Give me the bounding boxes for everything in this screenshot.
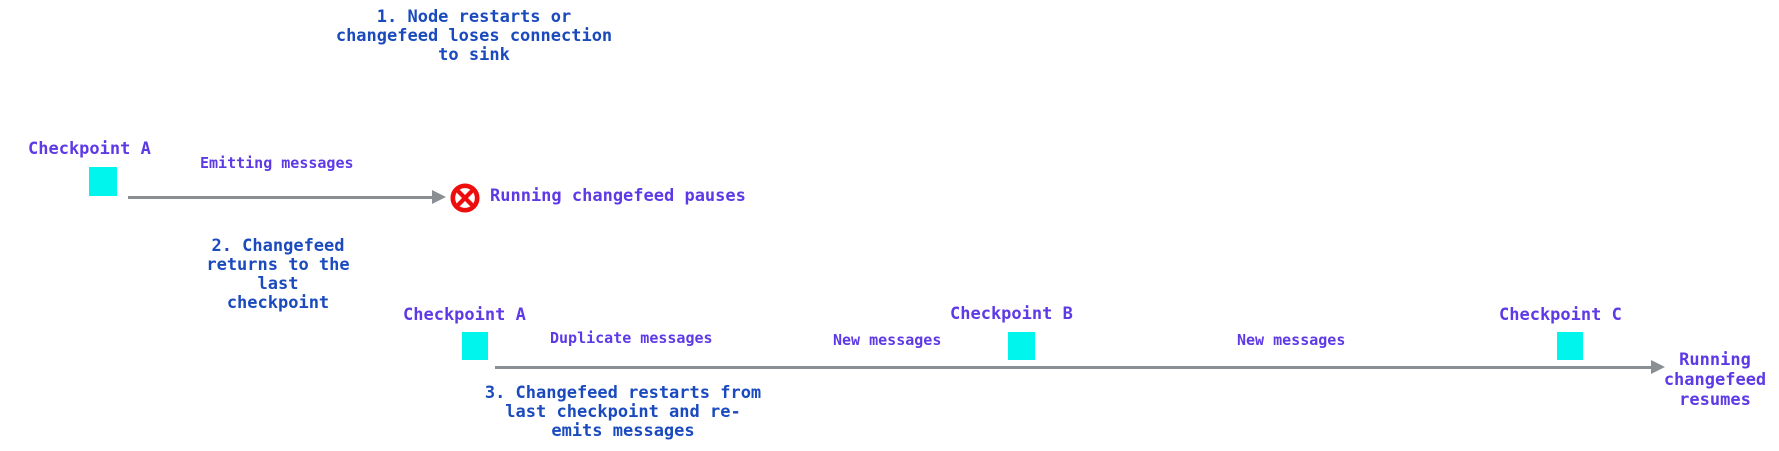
checkpoint-a-label-timeline2: Checkpoint A xyxy=(403,305,526,325)
new-messages-label-1: New messages xyxy=(833,331,942,349)
checkpoint-a-label-timeline1: Checkpoint A xyxy=(28,139,151,159)
step1-annotation: 1. Node restarts or changefeed loses con… xyxy=(335,7,613,65)
changefeed-pauses-label: Running changefeed pauses xyxy=(490,186,746,206)
timeline2-arrow-line xyxy=(495,366,1651,369)
checkpoint-a-marker-timeline2 xyxy=(462,332,488,360)
step3-annotation: 3. Changefeed restarts from last checkpo… xyxy=(484,383,762,441)
checkpoint-c-marker xyxy=(1557,332,1583,360)
circle-x-error-icon xyxy=(450,183,480,213)
new-messages-label-2: New messages xyxy=(1237,331,1346,349)
changefeed-resumes-label: Running changefeed resumes xyxy=(1663,350,1767,410)
step2-annotation: 2. Changefeed returns to the last checkp… xyxy=(206,236,350,313)
emitting-messages-label: Emitting messages xyxy=(200,154,354,172)
checkpoint-a-marker-timeline1 xyxy=(89,167,117,196)
checkpoint-b-marker xyxy=(1008,332,1035,360)
timeline1-arrow-line xyxy=(128,196,434,199)
timeline1-arrowhead-icon xyxy=(432,190,446,204)
checkpoint-b-label: Checkpoint B xyxy=(950,304,1073,324)
timeline2-arrowhead-icon xyxy=(1651,360,1665,374)
checkpoint-c-label: Checkpoint C xyxy=(1499,305,1622,325)
duplicate-messages-label: Duplicate messages xyxy=(550,329,713,347)
